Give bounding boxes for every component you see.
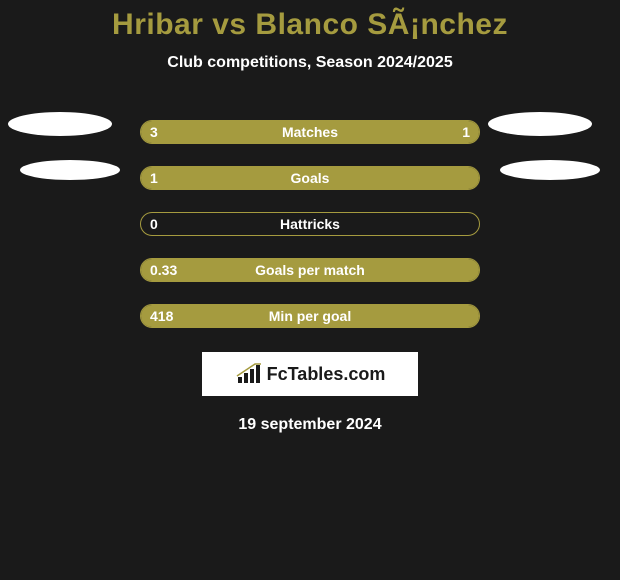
stat-bar [140,120,480,144]
stat-bar-fill [141,259,479,281]
stat-bar-fill [141,305,479,327]
stat-bar-fill [141,121,479,143]
footer-logo: FcTables.com [202,352,418,396]
bar-chart-icon [235,363,263,385]
stat-bar [140,304,480,328]
stat-value-left: 0 [150,212,158,236]
stat-bar [140,166,480,190]
stat-value-left: 418 [150,304,173,328]
ellipse-icon [500,160,600,180]
stat-row: 418Min per goal [0,304,620,328]
stat-row: 31Matches [0,120,620,144]
footer-date: 19 september 2024 [0,416,620,434]
stat-bar-fill [141,167,479,189]
stat-bar [140,258,480,282]
stat-row: 1Goals [0,166,620,190]
stat-bar [140,212,480,236]
stat-row: 0.33Goals per match [0,258,620,282]
stat-value-left: 0.33 [150,258,177,282]
ellipse-icon [20,160,120,180]
stat-row: 0Hattricks [0,212,620,236]
subtitle: Club competitions, Season 2024/2025 [0,54,620,72]
comparison-infographic: Hribar vs Blanco SÃ¡nchez Club competiti… [0,0,620,580]
stat-value-left: 3 [150,120,158,144]
stat-value-right: 1 [462,120,470,144]
ellipse-icon [488,112,592,136]
footer-logo-text: FcTables.com [267,364,386,385]
page-title: Hribar vs Blanco SÃ¡nchez [0,8,620,42]
ellipse-icon [8,112,112,136]
stat-value-left: 1 [150,166,158,190]
stats-list: 31Matches1Goals0Hattricks0.33Goals per m… [0,120,620,328]
